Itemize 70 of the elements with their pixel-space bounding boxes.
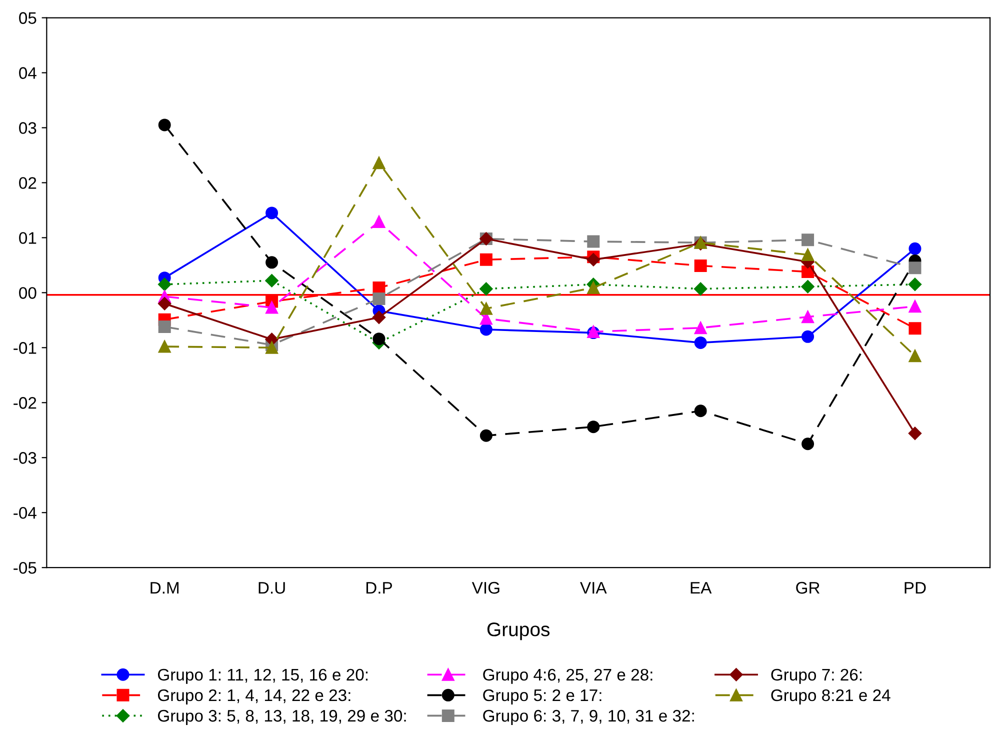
point [694,259,707,272]
y-tick-label: 03 [19,122,36,134]
y-tick-label: 01 [19,232,36,244]
y-tick-label: -05 [14,562,36,574]
legend-label: Grupo 3: 5, 8, 13, 18, 19, 29 e 30: [158,710,406,725]
y-tick-label: -01 [14,342,36,354]
point [802,438,814,450]
point [586,253,600,266]
point [694,282,708,296]
x-tick-label: D.M [150,582,178,594]
y-tick-label: 02 [19,177,36,189]
point [802,248,814,261]
point [158,320,171,334]
point [908,242,922,255]
legend-label: Grupo 2: 1, 4, 14, 22 e 23: [158,689,350,704]
point [694,336,707,349]
legend-label: Grupo 7: 26: [771,668,862,684]
y-tick-label: -03 [14,452,36,464]
y-tick-label: -04 [14,507,36,519]
point [265,274,278,288]
x-tick-label: VIA [580,582,607,594]
point [372,156,386,170]
point [480,429,492,442]
point [480,323,492,336]
point [266,301,278,314]
x-tick-label: GR [796,582,820,594]
x-tick-label: VIG [472,582,500,594]
x-tick-label: EA [690,582,712,594]
point [802,234,814,246]
x-tick-label: D.P [366,582,392,594]
legend-label: Grupo 5: 2 e 17: [483,689,602,704]
x-axis-title: Grupos [487,622,550,640]
point [587,281,600,294]
point [480,253,492,266]
point [372,215,386,228]
point [908,350,922,362]
point [266,256,278,269]
point [908,426,922,440]
y-tick-label: 00 [19,287,36,299]
legend-label: Grupo 1: 11, 12, 15, 16 e 20: [158,668,368,684]
point [908,300,922,313]
point [587,235,600,248]
legend-label: Grupo 4:6, 25, 27 e 28: [483,668,652,684]
point [694,404,707,418]
legend-label: Grupo 8:21 e 24 [771,689,890,704]
point [801,280,814,294]
x-tick-label: PD [904,582,926,594]
legend-label: Grupo 6: 3, 7, 9, 10, 31 e 32: [483,710,694,725]
y-tick-label: 04 [19,67,36,79]
point [480,302,492,315]
point [802,310,814,324]
y-tick-label: -02 [14,397,36,409]
point [372,310,386,324]
point [802,330,814,343]
point [480,282,493,296]
point [908,262,922,274]
point [694,322,707,334]
point [266,206,278,220]
x-tick-label: D.U [258,582,285,594]
point [587,420,600,434]
point [908,322,922,335]
point [372,292,386,305]
point [372,332,386,346]
point [158,297,172,310]
point [266,341,278,354]
point [158,118,171,132]
y-tick-label: 05 [19,12,36,24]
point [158,340,171,353]
point [908,278,922,292]
point [158,278,172,292]
